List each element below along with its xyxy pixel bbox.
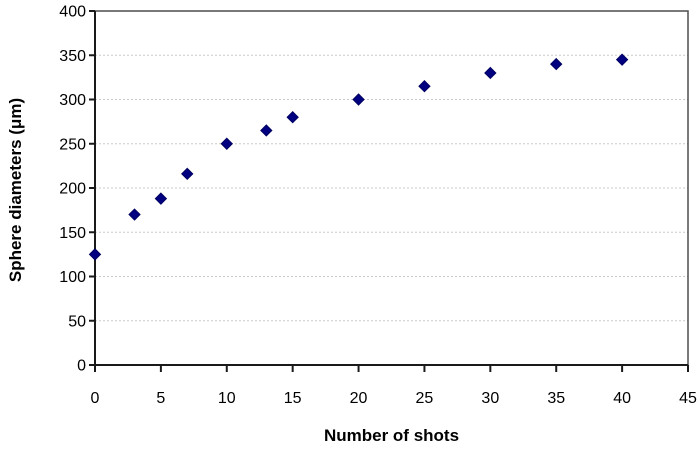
y-tick-label: 350 xyxy=(59,48,86,65)
y-tick-label: 50 xyxy=(68,313,86,330)
data-point xyxy=(181,167,194,181)
x-tick-label: 35 xyxy=(547,390,565,407)
x-tick-label: 5 xyxy=(156,390,165,407)
y-tick-label: 0 xyxy=(77,358,86,375)
data-point xyxy=(128,208,141,221)
y-tick-label: 150 xyxy=(59,225,86,242)
x-tick-label: 40 xyxy=(613,390,631,407)
x-tick-label: 30 xyxy=(481,390,499,407)
y-tick-label: 200 xyxy=(59,181,86,198)
x-tick-label: 45 xyxy=(679,390,697,407)
x-tick-label: 10 xyxy=(218,390,236,407)
y-axis-title: Sphere diameters (μm) xyxy=(6,97,25,283)
data-point xyxy=(220,137,233,150)
x-tick-label: 20 xyxy=(350,390,368,407)
data-point xyxy=(286,110,299,124)
data-point xyxy=(550,57,563,71)
data-point xyxy=(88,248,102,261)
x-tick-label: 25 xyxy=(416,390,434,407)
data-point xyxy=(615,53,629,66)
data-point xyxy=(260,124,273,137)
x-axis-title: Number of shots xyxy=(323,426,460,445)
data-point xyxy=(352,93,365,106)
y-tick-label: 400 xyxy=(59,4,86,21)
data-point xyxy=(154,192,168,205)
data-point xyxy=(484,66,497,80)
y-tick-label: 100 xyxy=(59,269,86,286)
x-tick-label: 15 xyxy=(284,390,302,407)
x-tick-label: 0 xyxy=(91,390,100,407)
y-tick-label: 300 xyxy=(59,92,86,109)
y-tick-label: 250 xyxy=(59,136,86,153)
data-point xyxy=(418,80,431,93)
